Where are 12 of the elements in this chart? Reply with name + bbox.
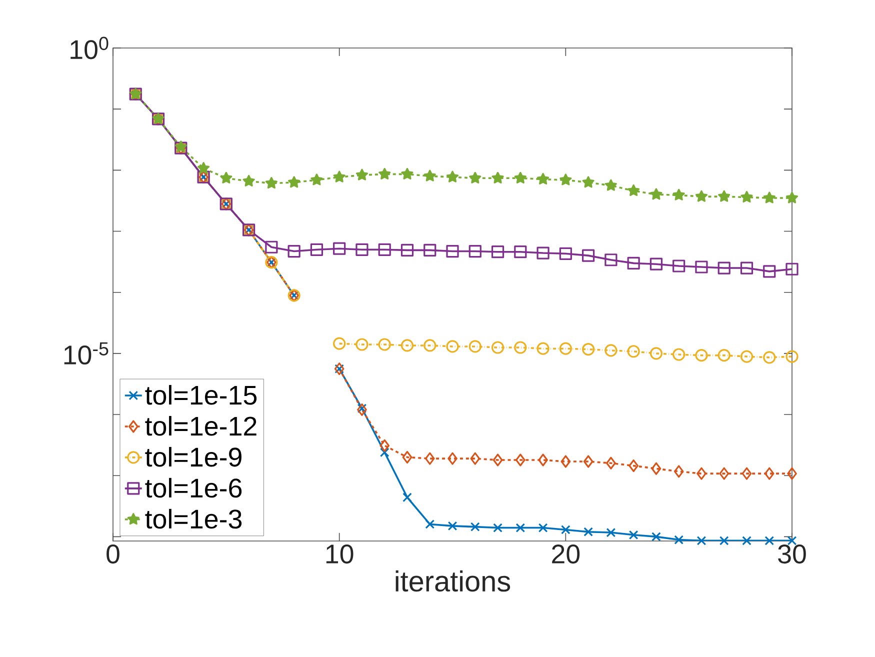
x-tick-label: 10: [326, 544, 354, 564]
x-tick-label: 20: [552, 544, 580, 564]
x-tick-label: 30: [778, 544, 806, 564]
x-axis-title: iterations: [396, 570, 510, 592]
legend-label: tol=1e-9: [145, 446, 242, 467]
y-tick-label: 10$^{0}$: [70, 36, 108, 60]
legend-label: tol=1e-15: [145, 385, 257, 405]
legend-label: tol=1e-12: [145, 416, 256, 436]
legend-label: tol=1e-6: [145, 478, 242, 498]
legend-label: tol=1e-3: [145, 508, 242, 529]
y-tick-label: 10$^{-5}$: [64, 342, 108, 365]
x-tick-label: 0: [106, 544, 120, 564]
